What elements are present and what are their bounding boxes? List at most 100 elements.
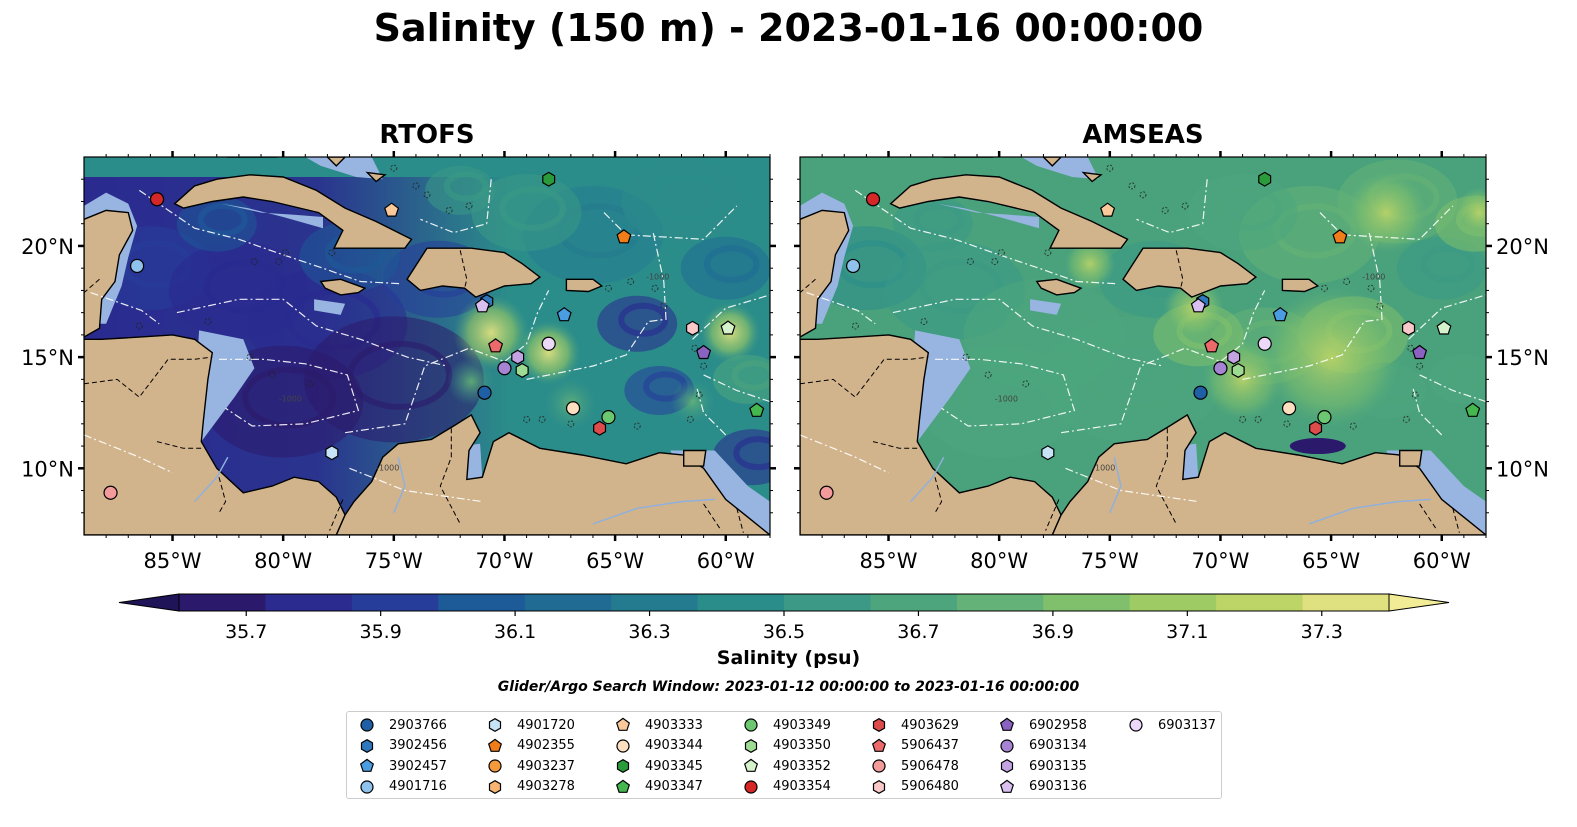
circle-marker-icon — [360, 780, 374, 794]
legend-marker-6903134 — [1000, 739, 1014, 753]
eez-boundary — [1419, 374, 1486, 403]
legend-item: 4903333 — [615, 715, 703, 736]
platform-marker-6903137 — [1257, 336, 1272, 351]
legend-label: 4903237 — [517, 758, 575, 774]
eez-boundary — [1242, 230, 1383, 380]
legend-label: 5906437 — [901, 738, 959, 754]
platform-marker-4903350 — [515, 362, 529, 378]
pentagon-marker-icon — [487, 738, 503, 752]
eddy — [621, 159, 742, 244]
lon-tick-label: 65°W — [1302, 549, 1360, 573]
bathymetry-contour — [1044, 249, 1052, 257]
platform-marker-6903135 — [1227, 349, 1241, 365]
eddy-ring — [733, 436, 770, 471]
legend-marker-3902457 — [359, 758, 375, 773]
colorbar-tick-label: 36.1 — [494, 621, 536, 643]
platform-marker-5906480 — [685, 320, 700, 336]
eez-boundary — [603, 205, 738, 240]
map-frame — [799, 156, 1487, 536]
legend-item: 2903766 — [359, 715, 447, 736]
legend-column: 6903137 — [1128, 715, 1216, 736]
country-border — [1452, 508, 1460, 533]
colorbar-tick-label: 36.5 — [763, 621, 805, 643]
legend-label: 4903349 — [773, 717, 831, 733]
contour-label: -1000 — [279, 395, 302, 404]
colorbar-tick-label: 36.9 — [1032, 621, 1074, 643]
map-frame — [83, 156, 771, 536]
legend-item: 4903354 — [743, 777, 831, 798]
bathymetry-contour — [627, 278, 635, 286]
colorbar-segment — [1043, 594, 1131, 611]
circle-marker-icon — [360, 718, 374, 732]
shelf-water — [314, 299, 346, 315]
eez-boundary — [345, 290, 550, 434]
platform-marker-2903766 — [1193, 385, 1208, 400]
legend-marker-4903350 — [744, 738, 758, 753]
country-border — [218, 477, 227, 514]
bathymetry-contour — [1376, 302, 1384, 310]
bathymetry-contour — [1106, 164, 1114, 172]
bathymetry-contour — [1411, 391, 1419, 399]
legend-marker-3902456 — [360, 738, 374, 753]
platform-marker-3902457 — [556, 306, 572, 322]
legend-marker-2903766 — [360, 718, 374, 732]
legend-label: 4903278 — [517, 779, 575, 795]
legend-label: 4903344 — [645, 738, 703, 754]
river — [1109, 457, 1122, 514]
eddy-ring — [958, 366, 1053, 429]
colorbar-segment — [870, 594, 958, 611]
colorbar: 35.7 35.9 36.1 36.3 36.5 36.7 36.9 37.1 37.3 — [118, 593, 1450, 643]
colorbar-tick-label: 35.9 — [360, 621, 402, 643]
legend-label: 5906480 — [901, 779, 959, 795]
legend-label: 4903345 — [645, 758, 703, 774]
legend-label: 6902958 — [1029, 717, 1087, 733]
colorbar-tick-label: 37.3 — [1301, 621, 1343, 643]
eez-boundary — [420, 179, 492, 234]
platform-marker-4903349 — [601, 410, 616, 425]
legend-marker-4903349 — [744, 718, 758, 732]
bathymetry-contour — [268, 371, 276, 379]
lon-tick-label: 60°W — [1413, 549, 1471, 573]
landmass — [1042, 157, 1063, 167]
platform-marker-4903354 — [149, 192, 165, 207]
bathymetry-contour — [1239, 415, 1247, 423]
legend-item: 4903349 — [743, 715, 831, 736]
hexagon-marker-icon — [488, 718, 502, 733]
bathymetry-contour — [1343, 278, 1351, 286]
bathymetry-contour — [966, 258, 974, 266]
circle-marker-icon — [744, 718, 758, 732]
contour-label: -1000 — [646, 272, 669, 281]
legend-item: 4903237 — [487, 756, 575, 777]
bathymetry-contour — [538, 415, 546, 423]
platform-marker-5906437 — [488, 338, 504, 353]
search-window-text: Glider/Argo Search Window: 2023-01-12 00… — [497, 679, 1080, 695]
legend-marker-4903278 — [488, 779, 502, 794]
circle-marker-icon — [872, 759, 886, 773]
eez-boundary — [526, 230, 667, 380]
high-salinity-patch — [1064, 238, 1115, 289]
legend-label: 6903134 — [1029, 738, 1087, 754]
high-salinity-patch — [516, 320, 581, 385]
legend-item: 3902457 — [359, 756, 447, 777]
eez-boundary — [806, 292, 876, 325]
landmass — [326, 157, 347, 167]
country-border — [736, 508, 744, 533]
legend-label: 4903347 — [645, 779, 703, 795]
legend-label: 6903137 — [1158, 717, 1216, 733]
legend-item: 4903629 — [871, 715, 959, 736]
legend-item: 6903134 — [999, 736, 1087, 757]
bathymetry-contour — [1349, 422, 1357, 430]
legend-column: 4903629 5906437 5906478 5906480 — [871, 715, 959, 797]
legend-column: 4903333 4903344 4903345 4903347 — [615, 715, 703, 797]
country-border — [800, 278, 816, 293]
landmass — [1281, 278, 1320, 293]
colorbar-segment — [611, 594, 699, 611]
country-border — [84, 278, 100, 293]
legend-marker-5906437 — [871, 738, 887, 752]
platform-marker-4903347 — [749, 402, 765, 417]
colorbar-tick-label: 37.1 — [1166, 621, 1208, 643]
legend-label: 4903352 — [773, 758, 831, 774]
lon-tick-label: 80°W — [254, 549, 312, 573]
colorbar-segment — [1302, 594, 1390, 611]
lat-tick-label: 10°N — [1496, 457, 1549, 481]
